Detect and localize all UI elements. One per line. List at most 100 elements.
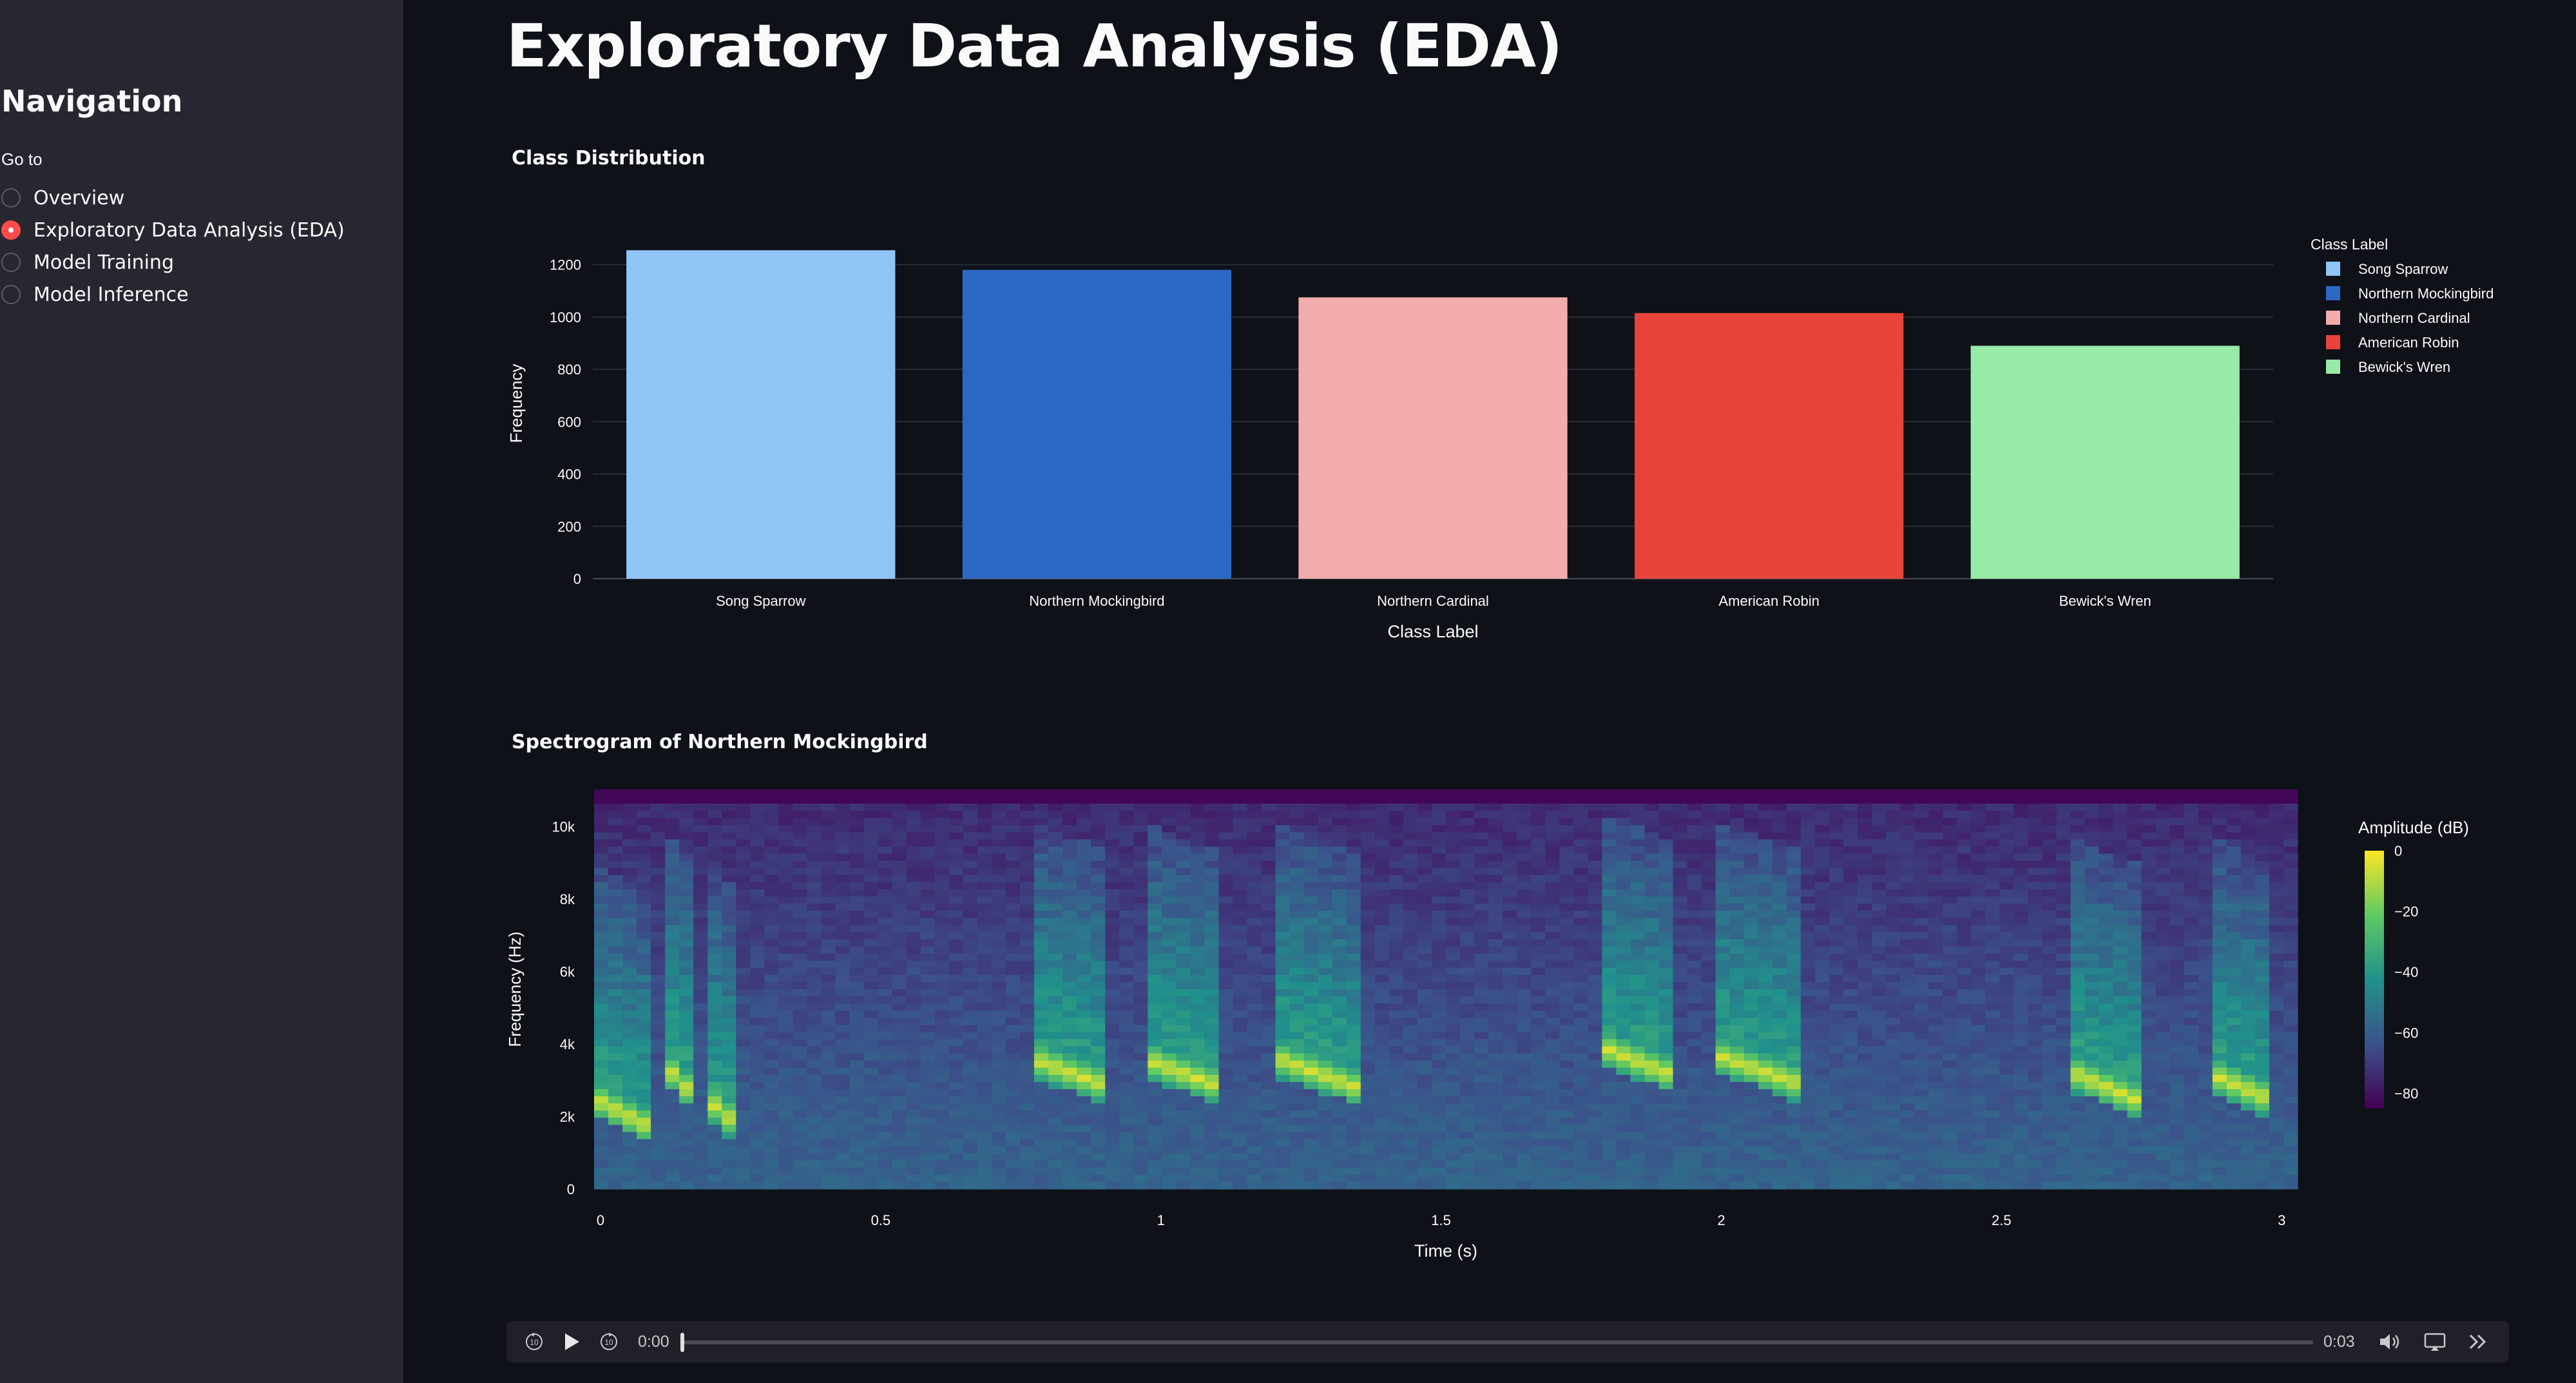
nav-radio-model-inference[interactable]: Model Inference	[1, 278, 189, 311]
spectrogram-cell	[679, 974, 694, 983]
spectrogram-cell	[665, 1174, 680, 1183]
spectrogram-cell	[1673, 1181, 1688, 1190]
spectrogram-cell	[1559, 896, 1574, 904]
spectrogram-cell	[1360, 1153, 1376, 1161]
spectrogram-cell	[1318, 1025, 1333, 1033]
spectrogram-cell	[608, 1139, 623, 1147]
spectrogram-cell	[1190, 797, 1205, 804]
spectrogram-cell	[622, 860, 637, 869]
spectrogram-cell	[1602, 1074, 1617, 1083]
spectrogram-cell	[1786, 811, 1802, 818]
bar[interactable]	[1634, 313, 1904, 579]
spectrogram-cell	[1687, 846, 1702, 855]
spectrogram-cell	[1133, 1003, 1148, 1011]
spectrogram-cell	[807, 1011, 822, 1018]
legend-swatch[interactable]	[2326, 262, 2340, 276]
spectrogram-cell	[1814, 825, 1830, 833]
spectrogram-cell	[1800, 1081, 1816, 1090]
legend-swatch[interactable]	[2326, 335, 2340, 349]
radio-circle-selected[interactable]	[1, 220, 21, 240]
spectrogram-cell	[1091, 882, 1106, 890]
spectrogram-cell	[1488, 939, 1503, 947]
nav-radio-overview[interactable]: Overview	[1, 182, 124, 214]
spectrogram-cell	[1204, 1081, 1219, 1090]
spectrogram-cell	[1204, 797, 1219, 804]
spectrogram-cell	[934, 846, 950, 855]
legend-item-label[interactable]: Song Sparrow	[2358, 261, 2448, 277]
spectrogram-cell	[1218, 818, 1234, 826]
spectrogram-cell	[1588, 1046, 1602, 1054]
legend-item-label[interactable]: Bewick's Wren	[2358, 359, 2450, 375]
spectrogram-cell	[1517, 925, 1532, 933]
legend-item-label[interactable]: American Robin	[2358, 334, 2459, 351]
spectrogram-cell	[920, 1117, 936, 1125]
spectrogram-cell	[1616, 989, 1631, 997]
spectrogram-cell	[608, 1146, 623, 1154]
spectrogram-cell	[1346, 818, 1361, 826]
spectrogram-cell	[1488, 974, 1503, 983]
spectrogram-cell	[1545, 875, 1560, 883]
bar[interactable]	[962, 269, 1232, 579]
spectrogram-cell	[1374, 825, 1390, 833]
legend-swatch[interactable]	[2326, 311, 2340, 325]
spectrogram-cell	[622, 1181, 637, 1190]
spectrogram-cell	[1091, 1025, 1106, 1033]
spectrogram-cell	[1658, 1046, 1674, 1054]
spectrogram-cell	[835, 1110, 851, 1118]
spectrogram-cell	[906, 860, 921, 869]
nav-radio-eda[interactable]: Exploratory Data Analysis (EDA)	[1, 214, 345, 246]
spectrogram-cell	[1673, 996, 1688, 1004]
spectrogram-cell	[1432, 1160, 1447, 1168]
spectrogram-cell	[1162, 853, 1177, 862]
legend-item-label[interactable]: Northern Cardinal	[2358, 310, 2470, 326]
spectrogram-cell	[778, 1132, 793, 1140]
spectrogram-cell	[1474, 911, 1489, 918]
spectrogram-cell	[1332, 896, 1347, 904]
nav-radio-model-training[interactable]: Model Training	[1, 246, 174, 278]
spectrogram-cell	[821, 1081, 836, 1090]
radio-circle[interactable]	[1, 253, 21, 272]
spectrogram-cell	[1133, 1167, 1148, 1175]
spectrogram-cell	[1289, 1125, 1305, 1133]
bar[interactable]	[626, 250, 896, 579]
spectrogram-cell	[1800, 1153, 1816, 1161]
spectrogram-cell	[651, 882, 666, 890]
spectrogram-cell	[1531, 1153, 1546, 1161]
spectrogram-cell	[1573, 797, 1588, 804]
spectrogram-cell	[1389, 1074, 1404, 1083]
bar[interactable]	[1970, 345, 2240, 579]
spectrogram-cell	[1374, 1003, 1390, 1011]
spectrogram-cell	[1318, 839, 1333, 847]
spectrogram-cell	[1091, 911, 1106, 918]
spectrogram-cell	[1318, 946, 1333, 954]
spectrogram-cell	[1658, 1003, 1674, 1011]
spectrogram-cell	[1119, 967, 1134, 976]
spectrogram-cell	[1190, 867, 1205, 876]
spectrogram-cell	[1744, 953, 1759, 962]
spectrogram-cell	[1360, 1160, 1376, 1168]
spectrogram-cell	[1531, 1060, 1546, 1069]
radio-circle[interactable]	[1, 188, 21, 208]
spectrogram-cell	[1247, 1053, 1262, 1061]
bar[interactable]	[1298, 297, 1568, 579]
radio-circle[interactable]	[1, 285, 21, 304]
spectrogram-cell	[1275, 1117, 1291, 1125]
spectrogram-cell	[1374, 1125, 1390, 1133]
spectrogram-cell	[1218, 1003, 1234, 1011]
spectrogram-cell	[977, 1160, 992, 1168]
spectrogram-cell	[793, 1153, 808, 1161]
spectrogram-cell	[1517, 946, 1532, 954]
legend-swatch[interactable]	[2326, 286, 2340, 300]
spectrogram-cell	[1814, 1174, 1830, 1183]
spectrogram-cell	[1020, 946, 1035, 954]
spectrogram-cell	[1233, 967, 1248, 976]
legend-item-label[interactable]: Northern Mockingbird	[2358, 285, 2494, 302]
spectrogram-cell	[878, 974, 893, 983]
spectrogram-cell	[778, 896, 793, 904]
spectrogram-cell	[679, 1046, 694, 1054]
spectrogram-cell	[1488, 889, 1503, 897]
spectrogram-cell	[1715, 1003, 1731, 1011]
spectrogram-cell	[750, 1018, 765, 1025]
legend-swatch[interactable]	[2326, 360, 2340, 374]
spectrogram-cell	[1503, 1117, 1517, 1125]
